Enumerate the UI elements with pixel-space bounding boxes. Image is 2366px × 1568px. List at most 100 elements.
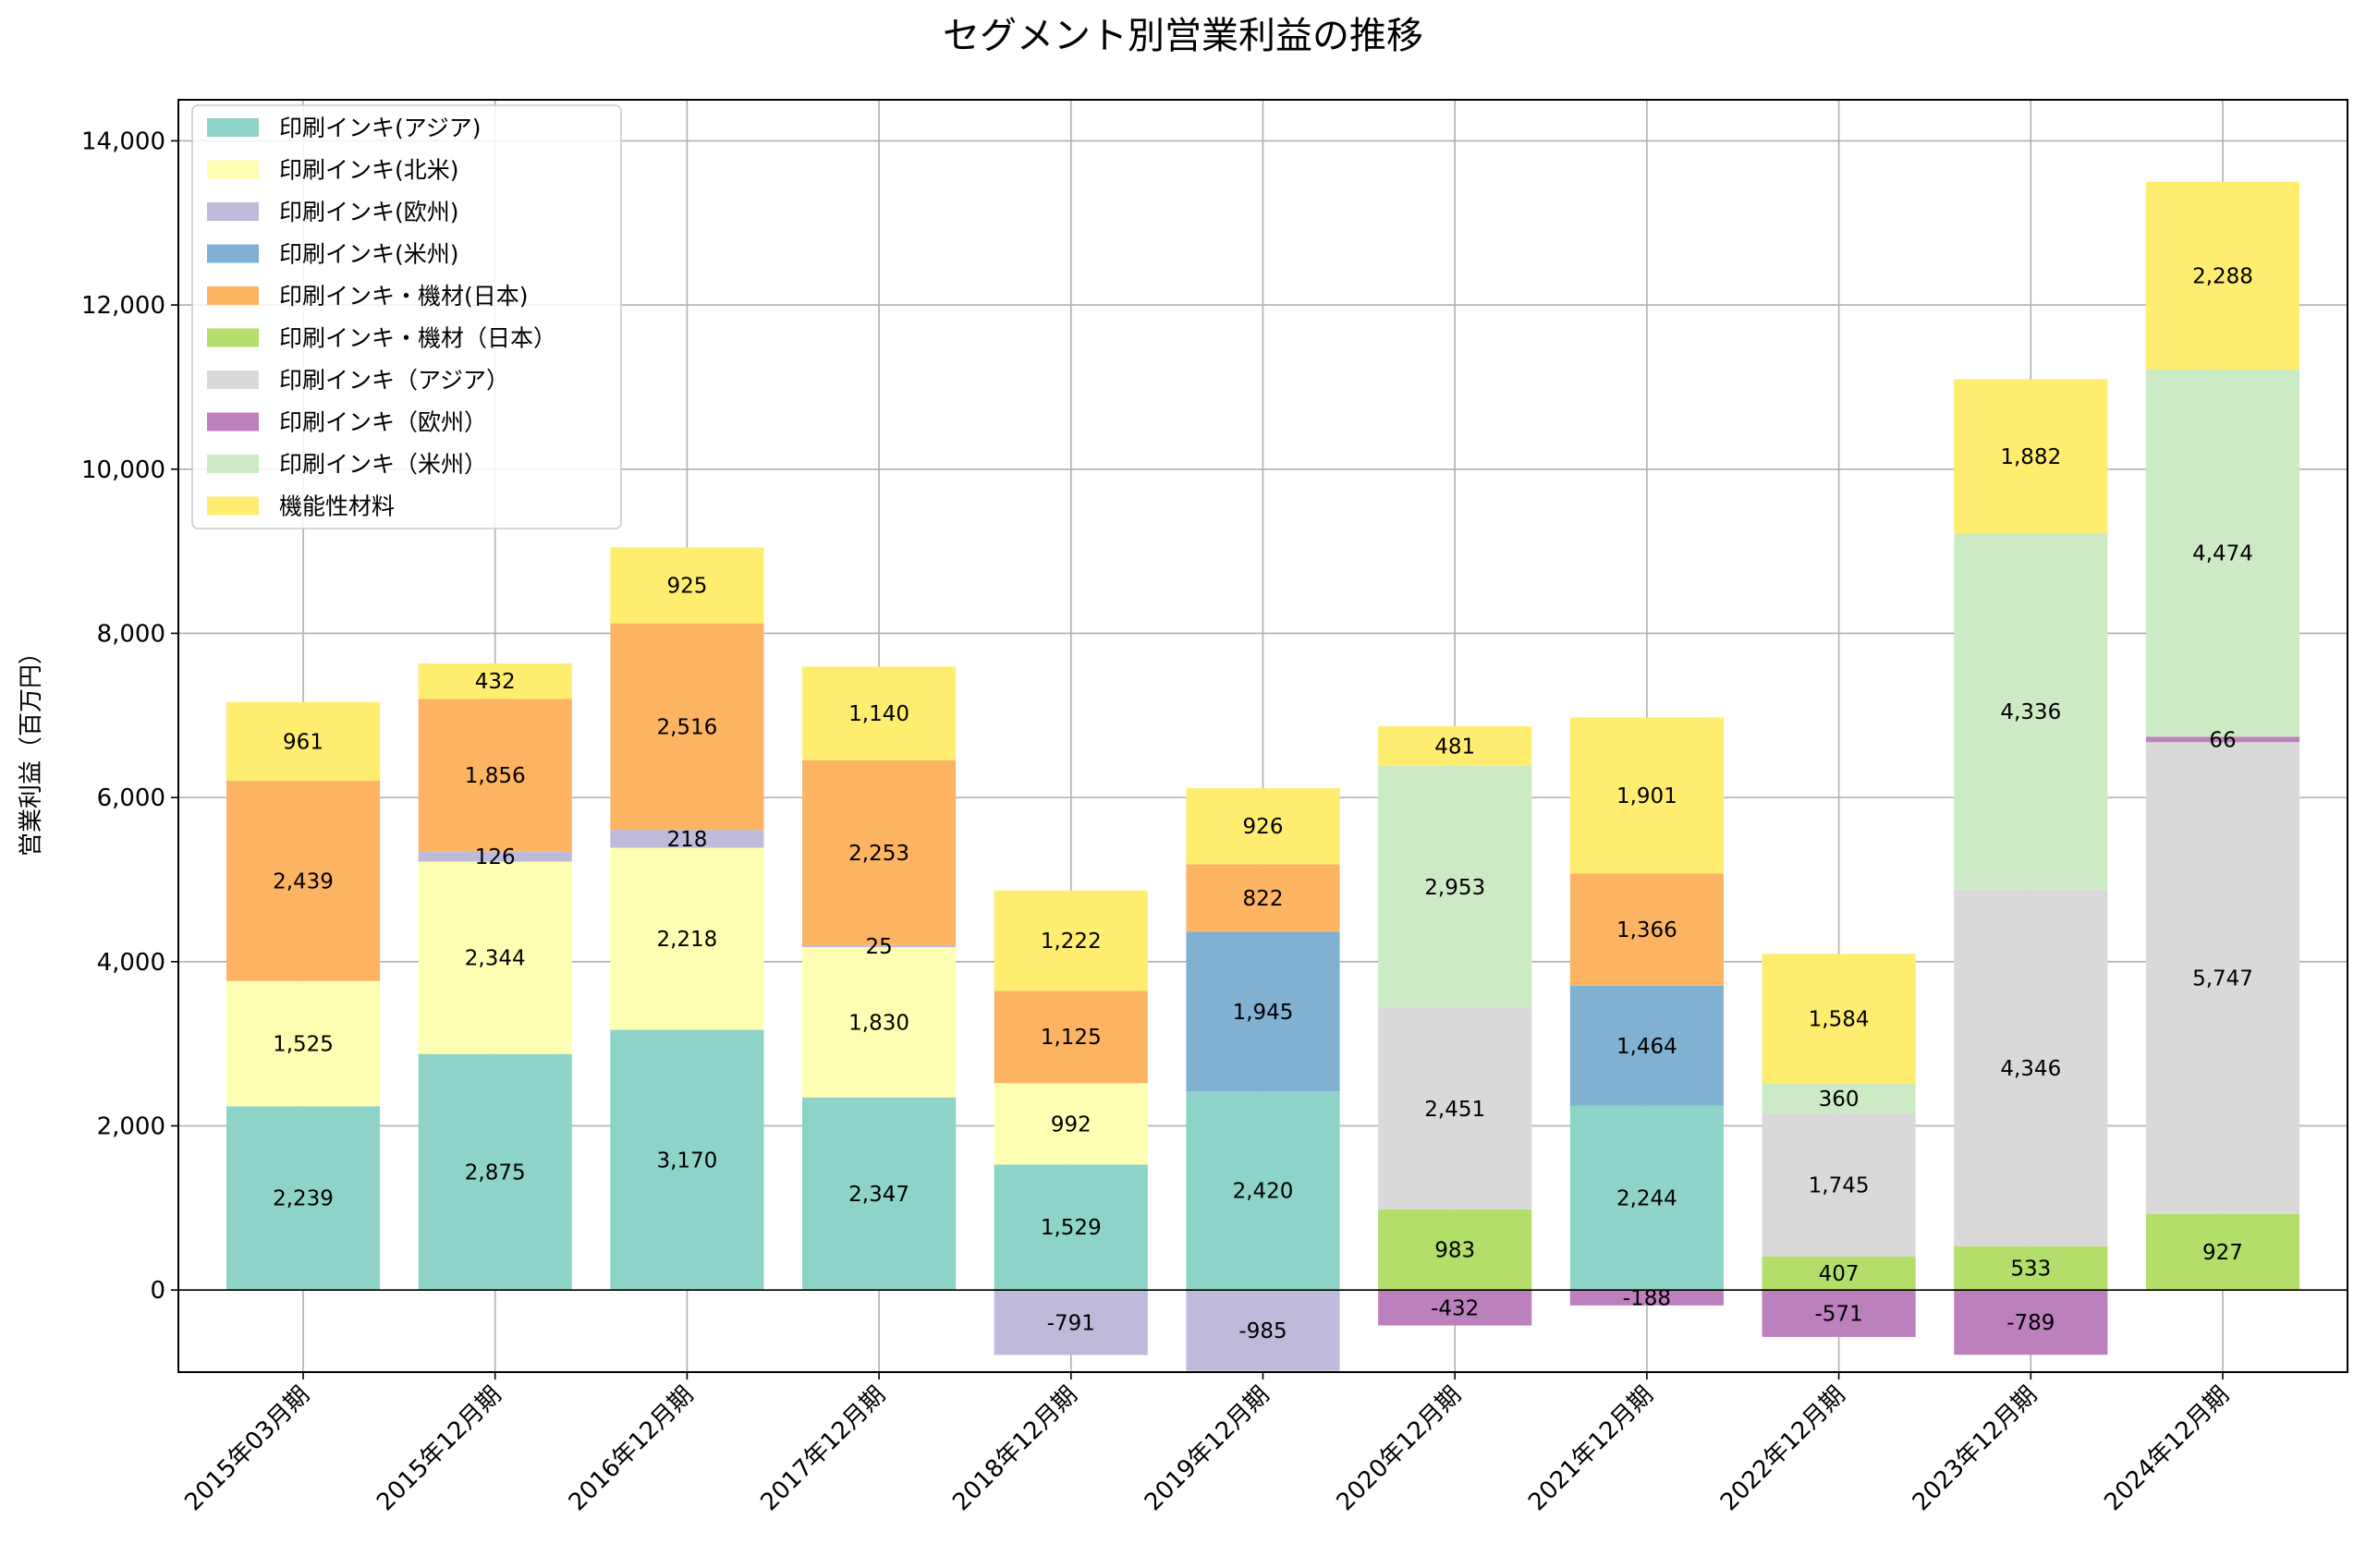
bar-segment <box>1569 717 1724 874</box>
bar-segment <box>1762 1257 1916 1291</box>
bar-segment <box>994 1290 1148 1355</box>
data-label: 1,366 <box>1616 918 1677 942</box>
data-label: 927 <box>2202 1241 2243 1265</box>
legend-swatch <box>207 202 259 221</box>
data-label: -789 <box>2006 1311 2055 1335</box>
bar-segment <box>802 1097 957 1291</box>
bar-segment <box>2145 181 2300 370</box>
bar-segment <box>802 760 957 945</box>
bar-segment <box>226 1106 381 1291</box>
bar-segment <box>1762 1290 1916 1337</box>
data-label: -571 <box>1814 1303 1862 1327</box>
bar-segment <box>1378 726 1532 766</box>
legend-label: 印刷インキ・機材(日本) <box>279 283 529 310</box>
bar-segment <box>1762 1083 1916 1113</box>
data-label: 126 <box>475 845 516 869</box>
bar-segment <box>418 861 572 1054</box>
data-label: 1,140 <box>848 702 909 726</box>
data-label: 2,875 <box>465 1161 526 1185</box>
bar-segment <box>418 663 572 699</box>
data-label: 2,439 <box>273 869 334 893</box>
bar-segment <box>1186 1290 1340 1371</box>
data-label: 1,584 <box>1809 1008 1870 1032</box>
data-label: 1,745 <box>1809 1173 1870 1197</box>
data-label: 2,420 <box>1233 1180 1294 1204</box>
bar-segment <box>610 830 764 848</box>
bar-segment <box>1569 1105 1724 1291</box>
legend-swatch <box>207 496 259 516</box>
x-tick-label: 2016年12月期 <box>564 1381 700 1517</box>
x-tick-label: 2020年12月期 <box>1332 1381 1468 1517</box>
data-labels: 2,239 2,875 3,170 2,347 1,529 2,420 2,244 1,525… <box>273 264 2253 1343</box>
data-label: 1,125 <box>1041 1026 1102 1050</box>
x-tick-label: 2021年12月期 <box>1523 1381 1659 1517</box>
bar-segment <box>610 1029 764 1291</box>
bar-segment <box>1186 788 1340 865</box>
bar-segment <box>802 666 957 760</box>
bar-segment <box>226 781 381 981</box>
data-label: 407 <box>1819 1262 1860 1286</box>
bar-segment <box>1762 1112 1916 1258</box>
bar-segment <box>1378 1209 1532 1291</box>
bar-segment <box>418 851 572 862</box>
bar-segment <box>994 890 1148 991</box>
data-label: -188 <box>1623 1287 1671 1311</box>
x-tick-label: 2024年12月期 <box>2099 1381 2235 1517</box>
data-label: 1,901 <box>1616 784 1677 808</box>
data-label: 25 <box>865 935 892 959</box>
data-label: 1,529 <box>1041 1216 1102 1240</box>
data-label: 983 <box>1434 1238 1475 1262</box>
y-tick-labels: 0 2,000 4,000 6,000 8,000 10,000 12,000 14,000 <box>81 128 165 1305</box>
x-tick-label: 2015年12月期 <box>372 1381 507 1517</box>
legend-swatch <box>207 371 259 389</box>
data-label: 2,244 <box>1616 1186 1677 1210</box>
y-tick-label: 8,000 <box>97 620 165 648</box>
bar-segment <box>1186 931 1340 1092</box>
legend-swatch <box>207 455 259 473</box>
bar-segment <box>994 1164 1148 1291</box>
data-label: -791 <box>1047 1311 1095 1335</box>
y-tick-label: 2,000 <box>97 1112 165 1140</box>
data-label: 2,516 <box>656 715 717 739</box>
bar-segment <box>1762 954 1916 1084</box>
bar-segment <box>2145 1213 2300 1291</box>
bar-segment <box>1954 533 2108 890</box>
data-label: 2,347 <box>848 1183 909 1207</box>
bar-segment <box>1186 1091 1340 1291</box>
y-tick-label: 0 <box>150 1277 165 1305</box>
bar-segment <box>1954 1246 2108 1291</box>
x-tick-label: 2015年03月期 <box>179 1381 315 1517</box>
data-label: 1,830 <box>848 1011 909 1035</box>
legend-swatch <box>207 244 259 263</box>
bar-segment <box>2145 736 2300 743</box>
legend-label: 印刷インキ（米州） <box>279 451 487 478</box>
data-label: 2,239 <box>273 1187 334 1211</box>
data-label: 66 <box>2209 728 2236 752</box>
legend-label: 印刷インキ(北米) <box>279 157 459 184</box>
data-label: 992 <box>1051 1112 1092 1136</box>
bar-segment <box>994 991 1148 1084</box>
data-label: 2,953 <box>1424 876 1485 900</box>
bar-segment <box>1954 379 2108 534</box>
chart-title: セグメント別営業利益の推移 <box>943 15 1423 57</box>
bar-segment <box>226 980 381 1107</box>
data-label: -432 <box>1431 1296 1479 1320</box>
x-tick-labels: 2015年03月期 2015年12月期 2016年12月期 2017年12月期 2018… <box>179 1381 2235 1517</box>
data-label: 1,222 <box>1041 930 1102 954</box>
y-tick-label: 12,000 <box>81 292 165 320</box>
data-label: 961 <box>283 730 323 754</box>
data-label: 533 <box>2010 1257 2051 1281</box>
bar-segment <box>610 847 764 1030</box>
bar-segment <box>1378 1290 1532 1326</box>
data-label: 822 <box>1243 887 1284 911</box>
bar-segment <box>1378 1008 1532 1209</box>
bars <box>226 181 2300 1371</box>
y-tick-label: 10,000 <box>81 456 165 484</box>
data-label: 2,218 <box>656 928 717 952</box>
data-label: 218 <box>666 828 707 852</box>
data-label: 432 <box>475 670 516 694</box>
bar-segment <box>1569 1290 1724 1306</box>
data-label: 3,170 <box>656 1149 717 1173</box>
x-tick-label: 2019年12月期 <box>1140 1381 1275 1517</box>
x-tick-label: 2017年12月期 <box>755 1381 891 1517</box>
